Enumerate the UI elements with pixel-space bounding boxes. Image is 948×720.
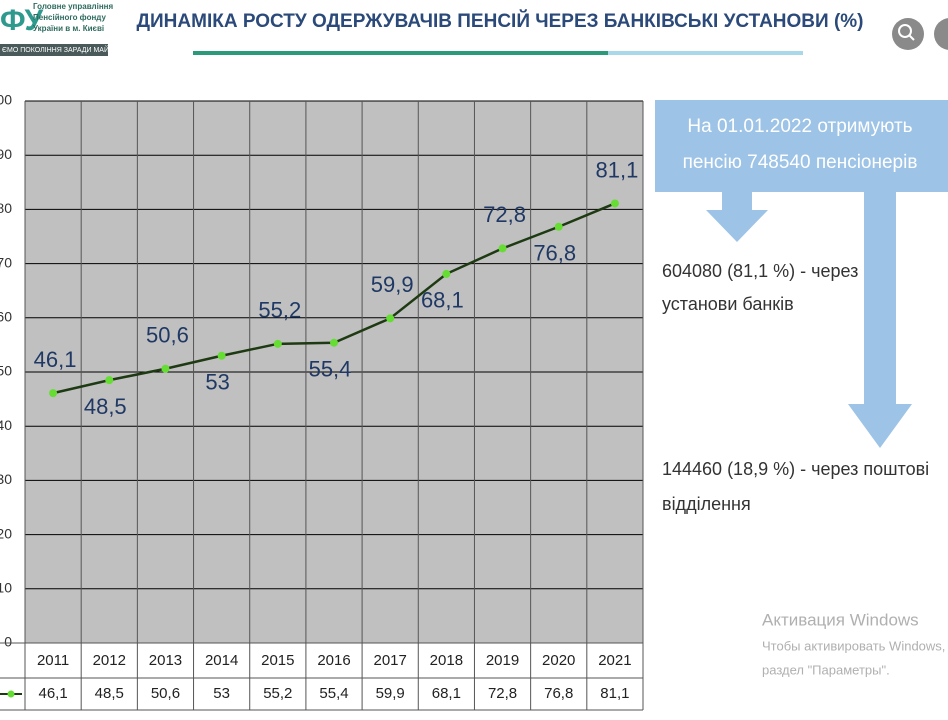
- zoom-out-button[interactable]: [934, 18, 948, 50]
- x-tick-label: 2013: [149, 652, 182, 669]
- x-tick-label: 2016: [317, 652, 350, 669]
- motto-bar: [0, 44, 108, 56]
- data-label: 50,6: [146, 323, 189, 348]
- data-label: 48,5: [84, 394, 127, 419]
- table-value: 48,5: [95, 685, 124, 702]
- info-box: [655, 100, 948, 192]
- table-value: 76,8: [544, 685, 573, 702]
- org-line: України в м. Києві: [33, 24, 104, 33]
- y-tick-label: 30: [0, 471, 12, 487]
- table-value: 81,1: [600, 685, 629, 702]
- title-underline: [193, 51, 608, 55]
- info-text: На 01.01.2022 отримують: [687, 116, 912, 137]
- y-tick-label: 0: [4, 634, 12, 650]
- chart-title: ДИНАМІКА РОСТУ ОДЕРЖУВАЧІВ ПЕНСІЙ ЧЕРЕЗ …: [136, 10, 863, 32]
- data-label: 55,2: [258, 298, 301, 323]
- title-underline: [608, 51, 803, 55]
- marker: [610, 199, 619, 208]
- x-tick-label: 2011: [37, 652, 69, 669]
- x-tick-label: 2012: [93, 652, 126, 669]
- marker: [161, 364, 170, 373]
- x-tick-label: 2021: [598, 652, 631, 669]
- info-post: 144460 (18,9 %) - через поштові: [662, 459, 929, 479]
- table-value: 53: [213, 685, 230, 702]
- x-tick-label: 2017: [373, 652, 406, 669]
- data-label: 53: [205, 370, 229, 395]
- marker: [554, 222, 563, 231]
- y-tick-label: 100: [0, 92, 12, 108]
- legend-marker: [7, 690, 15, 698]
- zoom-in-button[interactable]: [892, 18, 924, 50]
- y-tick-label: 60: [0, 309, 12, 325]
- marker: [442, 269, 451, 278]
- table-value: 72,8: [488, 685, 517, 702]
- data-label: 59,9: [371, 272, 414, 297]
- zoom-icon: [908, 34, 915, 41]
- arrow: [848, 192, 912, 448]
- info-text: пенсію 748540 пенсіонерів: [683, 152, 918, 173]
- x-tick-label: 2014: [205, 652, 238, 669]
- marker: [217, 351, 226, 360]
- marker: [386, 314, 395, 323]
- data-label: 55,4: [309, 357, 352, 382]
- table-value: 55,4: [319, 685, 348, 702]
- org-line: Головне управління: [33, 2, 114, 11]
- marker: [49, 389, 58, 398]
- watermark: Чтобы активировать Windows,: [762, 638, 945, 653]
- chart: 0 10 20 30 40 50 60 70 80 90 100 46,1 2011 46,1 48,5 20…: [0, 92, 644, 711]
- zoom-icon: [898, 24, 912, 38]
- data-label: 68,1: [421, 288, 464, 313]
- x-tick-label: 2019: [486, 652, 519, 669]
- table-value: 50,6: [151, 685, 180, 702]
- table-value: 55,2: [263, 685, 292, 702]
- logo: ФУ: [0, 4, 43, 37]
- marker: [498, 244, 507, 253]
- info-banks: установи банків: [662, 294, 794, 314]
- motto: ЄМО ПОКОЛІННЯ ЗАРАДИ МАЙБУТНЬОГО: [2, 45, 146, 54]
- data-label: 46,1: [34, 347, 77, 372]
- table-value: 46,1: [38, 685, 67, 702]
- arrow: [706, 192, 768, 242]
- data-label: 81,1: [595, 157, 638, 182]
- watermark: раздел "Параметры".: [762, 662, 890, 677]
- data-label: 72,8: [483, 202, 526, 227]
- info-banks: 604080 (81,1 %) - через: [662, 261, 858, 281]
- y-tick-label: 40: [0, 417, 12, 433]
- info-post: відділення: [662, 494, 751, 514]
- org-line: Пенсійного фонду: [33, 13, 106, 22]
- marker: [330, 338, 338, 347]
- y-tick-label: 70: [0, 254, 12, 270]
- y-tick-label: 80: [0, 200, 12, 216]
- watermark: Активация Windows: [762, 610, 919, 629]
- y-tick-label: 50: [0, 363, 12, 379]
- marker: [273, 339, 282, 348]
- y-tick-label: 20: [0, 525, 12, 541]
- marker: [105, 376, 114, 385]
- y-tick-label: 90: [0, 146, 12, 162]
- x-tick-label: 2020: [542, 652, 575, 669]
- table-value: 59,9: [376, 685, 405, 702]
- x-tick-label: 2015: [261, 652, 294, 669]
- x-tick-label: 2018: [430, 652, 463, 669]
- y-tick-label: 10: [0, 580, 12, 596]
- data-label: 76,8: [533, 241, 576, 266]
- table-value: 68,1: [432, 685, 461, 702]
